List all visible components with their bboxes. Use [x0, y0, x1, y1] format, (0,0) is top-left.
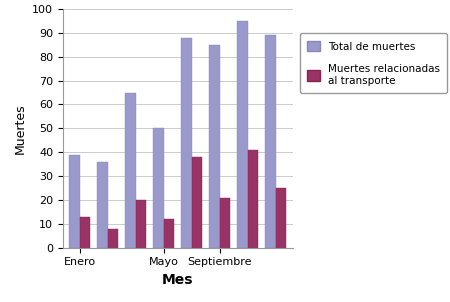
Bar	[136, 200, 146, 248]
Bar	[125, 93, 136, 248]
Bar	[80, 217, 90, 248]
Bar	[181, 38, 192, 248]
Bar	[209, 45, 220, 248]
Bar	[153, 128, 164, 248]
Bar	[276, 188, 286, 248]
Bar	[164, 219, 175, 248]
Bar	[248, 150, 258, 248]
Bar	[192, 157, 202, 248]
Y-axis label: Muertes: Muertes	[14, 103, 27, 154]
Bar	[237, 21, 248, 248]
X-axis label: Mes: Mes	[162, 273, 194, 287]
Legend: Total de muertes, Muertes relacionadas
al transporte: Total de muertes, Muertes relacionadas a…	[300, 33, 447, 93]
Bar	[69, 155, 80, 248]
Bar	[220, 198, 230, 248]
Bar	[97, 162, 108, 248]
Bar	[108, 229, 118, 248]
Bar	[265, 35, 276, 248]
